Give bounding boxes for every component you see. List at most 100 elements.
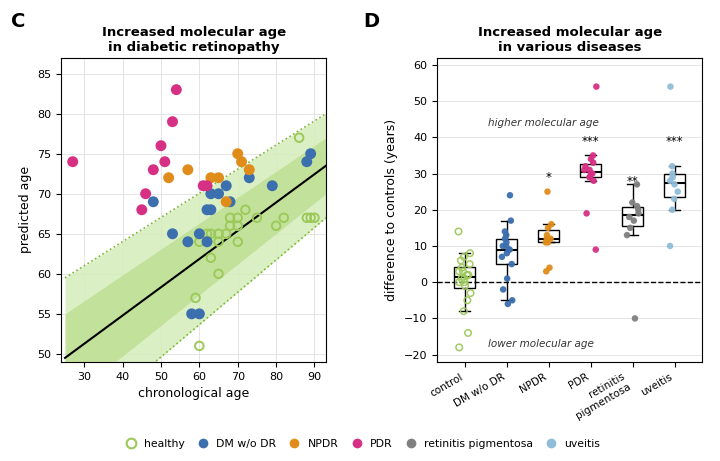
Point [194,230,205,237]
Point [159,158,171,165]
Point [232,222,243,230]
Point [213,270,225,278]
Point [301,158,312,165]
Point [506,260,518,268]
Point [631,202,643,210]
X-axis label: chronological age: chronological age [138,387,249,400]
Point [205,230,217,237]
Point [220,230,232,237]
Legend: healthy, DM w/o DR, NPDR, PDR, retinitis pigmentosa, uveitis: healthy, DM w/o DR, NPDR, PDR, retinitis… [116,435,604,453]
Point [590,83,602,90]
Point [585,170,597,177]
Point [454,344,465,351]
Point [202,206,213,213]
Point [167,118,179,125]
Point [305,150,316,157]
Point [667,173,678,181]
Point [669,181,680,188]
Point [171,86,182,93]
Point [220,198,232,206]
Point [305,214,316,221]
Point [458,307,469,315]
PathPatch shape [496,239,517,264]
Point [251,214,263,221]
Point [461,271,472,278]
Point [498,286,509,293]
Point [621,231,633,239]
Point [464,249,476,257]
Point [182,238,194,245]
Point [504,246,516,253]
Point [293,134,305,142]
Point [213,230,225,237]
Point [667,163,678,170]
Point [542,239,554,246]
Point [148,166,159,173]
Point [633,210,644,217]
Point [225,198,236,206]
Point [205,254,217,261]
Point [500,231,512,239]
Point [462,271,474,278]
Point [590,246,601,253]
Y-axis label: predicted age: predicted age [19,166,32,253]
Point [186,310,197,318]
Point [213,174,225,182]
Point [585,155,597,163]
PathPatch shape [580,164,601,177]
Point [541,235,552,242]
Point [629,315,641,322]
Point [163,174,174,182]
PathPatch shape [622,207,643,226]
Point [140,190,151,197]
Point [205,174,217,182]
Point [502,300,513,307]
Point [462,329,474,337]
Point [506,296,518,304]
Point [626,199,638,206]
Point [588,159,599,166]
Point [628,217,639,225]
Point [453,228,464,235]
Text: *: * [546,171,552,184]
Point [624,224,636,231]
Point [665,242,676,250]
Point [588,177,600,184]
Point [462,296,473,304]
Point [499,235,510,242]
Point [278,214,289,221]
Point [459,282,471,290]
Point [148,198,159,206]
Point [301,214,312,221]
Point [501,275,513,282]
Point [668,195,680,202]
Point [665,177,676,184]
Text: ***: *** [582,135,600,148]
Point [464,260,475,268]
Point [624,213,635,221]
Text: ***: *** [666,135,683,148]
Point [579,166,590,174]
Point [541,268,552,275]
Point [541,188,553,195]
Point [167,230,179,237]
Point [580,163,591,170]
Point [584,173,595,181]
Point [545,235,557,242]
Point [581,210,593,217]
Point [194,310,205,318]
Title: Increased molecular age
in various diseases: Increased molecular age in various disea… [477,26,662,53]
Point [455,257,467,264]
Point [584,166,595,174]
Point [632,206,644,213]
PathPatch shape [538,230,559,242]
Title: Increased molecular age
in diabetic retinopathy: Increased molecular age in diabetic reti… [102,26,286,53]
Point [587,170,598,177]
Point [584,173,595,181]
Point [458,253,469,260]
Point [454,278,465,286]
Point [225,222,236,230]
Point [182,166,194,173]
Point [270,222,282,230]
Point [232,214,243,221]
